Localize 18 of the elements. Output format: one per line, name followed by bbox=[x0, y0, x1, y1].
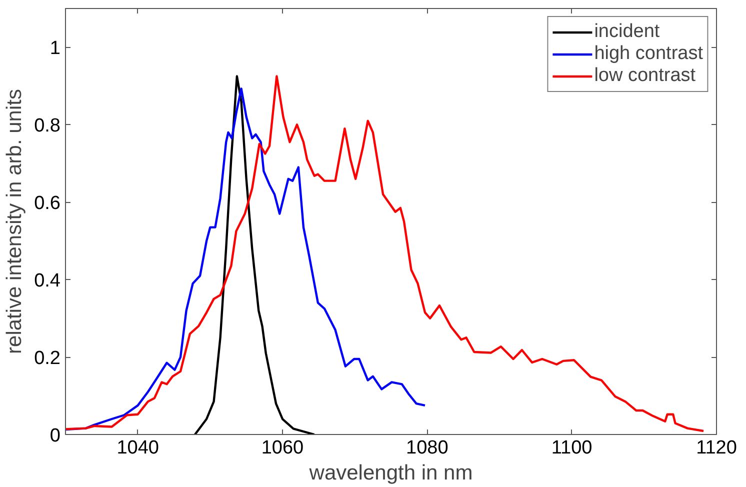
x-tick-label: 1120 bbox=[696, 438, 737, 458]
y-axis-title: relative intensity in arb. units bbox=[3, 89, 26, 354]
x-axis-title: wavelength in nm bbox=[308, 462, 473, 484]
y-tick-label: 1 bbox=[50, 38, 61, 60]
y-tick-label: 0.2 bbox=[34, 348, 61, 370]
y-tick-label: 0.8 bbox=[34, 116, 61, 137]
legend-label: incident bbox=[594, 21, 660, 43]
legend-label: low contrast bbox=[594, 65, 696, 87]
y-tick-label: 0.6 bbox=[34, 193, 61, 214]
y-tick-label: 0 bbox=[50, 426, 61, 446]
x-tick-label: 1080 bbox=[406, 438, 448, 458]
line-series bbox=[194, 75, 316, 434]
legend-label: high contrast bbox=[594, 43, 703, 65]
y-tick-label: 0.4 bbox=[34, 270, 61, 292]
x-tick-label: 1100 bbox=[551, 438, 592, 458]
x-tick-label: 1040 bbox=[116, 438, 159, 458]
line-series bbox=[66, 88, 426, 431]
x-tick-label: 1060 bbox=[261, 438, 304, 458]
